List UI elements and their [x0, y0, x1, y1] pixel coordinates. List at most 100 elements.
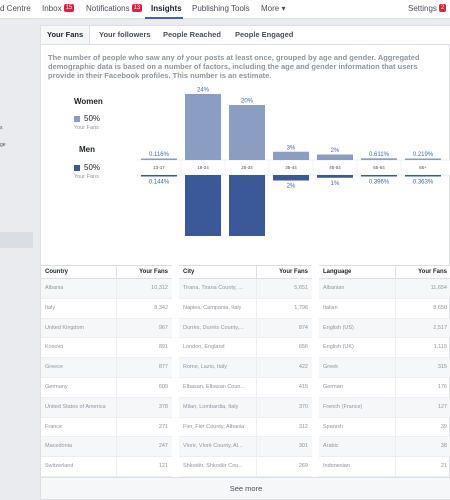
row-name: German: [323, 383, 343, 390]
column-divider: [116, 266, 117, 279]
row-fans: 38: [440, 443, 447, 450]
category-label: 25-34: [241, 165, 253, 170]
row-name: Italy: [45, 304, 56, 311]
see-more-button[interactable]: See more: [41, 477, 450, 499]
sidebar-fragment[interactable]: s: [0, 125, 3, 131]
column-header-fans[interactable]: Your Fans: [418, 269, 447, 275]
row-name: Shkodër, Shkodër Cou...: [183, 463, 243, 470]
column-header-name[interactable]: City: [183, 269, 195, 275]
men-bar[interactable]: [405, 175, 441, 177]
men-bar[interactable]: [317, 175, 353, 178]
nav-inbox[interactable]: Inbox 15: [42, 4, 75, 13]
column-divider: [116, 377, 117, 397]
row-fans: 10,312: [151, 285, 168, 291]
row-fans: 11,654: [430, 285, 447, 291]
category-label: 13-17: [153, 165, 165, 170]
table-row: Italian 8,650: [319, 298, 450, 319]
women-bar[interactable]: [317, 154, 353, 161]
column-divider: [395, 298, 396, 318]
column-divider: [395, 318, 396, 338]
city-table: City Your Fans Tirana, Tirana County, ... 5…: [179, 265, 312, 477]
column-divider: [256, 298, 257, 318]
row-name: English (US): [323, 324, 354, 331]
row-fans: 967: [158, 324, 168, 331]
table-row: Italy 8,342: [41, 298, 172, 319]
nav-notifications[interactable]: Notifications 13: [86, 4, 143, 13]
row-name: Arabic: [323, 443, 339, 450]
row-fans: 1,119: [433, 344, 447, 351]
tab-people-engaged[interactable]: People Engaged: [235, 30, 294, 39]
sidebar-fragment[interactable]: ge: [0, 142, 6, 148]
nav-more[interactable]: More ▾: [261, 4, 285, 13]
nav-insights[interactable]: Insights: [151, 4, 182, 13]
column-divider: [256, 338, 257, 358]
legend-men-sub: Your Fans: [74, 174, 99, 180]
table-body: Albanian 11,654 Italian 8,650 English (US) 2,…: [319, 279, 450, 477]
column-divider: [116, 279, 117, 298]
table-row: Indonesian 21: [319, 457, 450, 477]
men-bar[interactable]: [141, 175, 177, 177]
row-name: Milan, Lombardia, Italy: [183, 403, 239, 410]
women-bar[interactable]: [361, 158, 397, 160]
row-name: Switzerland: [45, 463, 74, 470]
top-navigation: d Centre Inbox 15 Notifications 13 Insight…: [0, 0, 450, 19]
tab-your-fans[interactable]: Your Fans: [41, 26, 91, 44]
column-divider: [256, 417, 257, 437]
nav-ad-centre[interactable]: d Centre: [0, 4, 31, 13]
women-value-label: 3%: [287, 145, 296, 151]
row-name: Spanish: [323, 423, 343, 430]
women-bar[interactable]: [141, 158, 177, 161]
row-fans: 891: [158, 344, 168, 351]
nav-settings[interactable]: Settings 2: [408, 4, 447, 13]
legend-men-title: Men: [79, 145, 95, 154]
row-name: France: [45, 423, 63, 430]
row-name: Greek: [323, 364, 338, 371]
row-name: Durrës, Durrës County,...: [183, 324, 244, 331]
row-name: London, England: [183, 344, 225, 351]
column-divider: [256, 266, 257, 279]
table-row: Greek 315: [319, 358, 450, 378]
women-bar[interactable]: [273, 151, 309, 160]
row-fans: 370: [298, 403, 308, 410]
column-header-fans[interactable]: Your Fans: [139, 269, 168, 275]
nav-settings-label: Settings: [408, 4, 437, 13]
country-table: Country Your Fans Albania 10,312 Italy 8,342 U…: [41, 265, 172, 477]
tab-people-reached[interactable]: People Reached: [163, 30, 221, 39]
row-fans: 247: [158, 443, 168, 450]
tab-your-followers[interactable]: Your followers: [99, 30, 151, 39]
table-row: Tirana, Tirana County, ... 5,651: [179, 279, 312, 299]
row-fans: 176: [437, 383, 447, 390]
table-row: Germany 609: [41, 377, 172, 398]
row-fans: 39: [440, 423, 447, 430]
table-row: English (UK) 1,119: [319, 338, 450, 359]
row-name: Germany: [45, 383, 68, 390]
nav-notifications-label: Notifications: [86, 4, 130, 13]
women-bar[interactable]: [185, 94, 221, 160]
men-bar[interactable]: [361, 175, 397, 177]
men-bar[interactable]: [229, 175, 265, 236]
table-row: Albanian 11,654: [319, 279, 450, 299]
men-value-label: 2%: [287, 184, 296, 190]
column-header-name[interactable]: Language: [323, 269, 352, 275]
women-bar[interactable]: [229, 105, 265, 160]
column-header-name[interactable]: Country: [45, 269, 68, 275]
column-header-fans[interactable]: Your Fans: [279, 269, 308, 275]
insights-panel: Your Fans Your followers People Reached …: [40, 25, 450, 500]
row-name: Albanian: [323, 285, 345, 291]
column-divider: [256, 358, 257, 377]
table-row: Switzerland 121: [41, 457, 172, 477]
men-bar[interactable]: [273, 175, 309, 181]
nav-publishing-tools[interactable]: Publishing Tools: [192, 4, 250, 13]
table-row: English (US) 2,517: [319, 318, 450, 339]
column-divider: [395, 437, 396, 457]
table-body: Tirana, Tirana County, ... 5,651 Naples, C…: [179, 279, 312, 477]
column-divider: [116, 417, 117, 437]
nav-more-label: More ▾: [261, 4, 286, 13]
women-bar[interactable]: [405, 158, 441, 161]
men-bar[interactable]: [185, 175, 221, 236]
active-tab-indicator: [145, 17, 183, 19]
column-divider: [395, 279, 396, 298]
category-label: 65+: [419, 165, 427, 170]
sidebar-selected-item[interactable]: [0, 232, 33, 248]
column-divider: [395, 457, 396, 476]
